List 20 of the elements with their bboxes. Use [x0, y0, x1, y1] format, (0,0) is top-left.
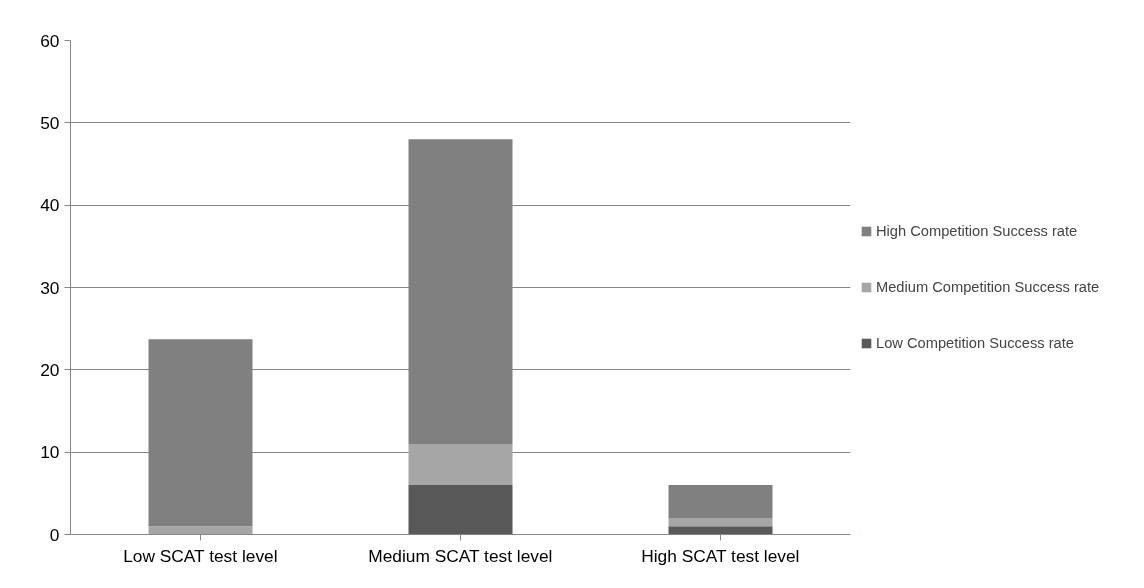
- x-tick-label: Low SCAT test level: [123, 545, 278, 566]
- y-tick-label: 30: [40, 277, 60, 298]
- legend-label: High Competition Success rate: [876, 223, 1078, 239]
- bar: [668, 485, 773, 519]
- y-tick-label: 40: [40, 195, 60, 216]
- bar: [408, 443, 513, 486]
- y-tick-label: 0: [49, 524, 60, 545]
- y-tick-label: 20: [40, 359, 60, 380]
- x-tick-label: High SCAT test level: [641, 545, 800, 566]
- legend-label: Medium Competition Success rate: [876, 279, 1100, 295]
- bar: [148, 526, 253, 535]
- bar: [668, 526, 773, 535]
- x-tick-label: Medium SCAT test level: [368, 545, 553, 566]
- y-tick-label: 50: [40, 112, 60, 133]
- bar: [408, 485, 513, 535]
- y-tick-label: 60: [40, 30, 60, 51]
- bar: [668, 518, 773, 527]
- bar: [408, 139, 513, 444]
- y-tick-label: 10: [40, 442, 60, 463]
- legend-label: Low Competition Success rate: [876, 335, 1074, 351]
